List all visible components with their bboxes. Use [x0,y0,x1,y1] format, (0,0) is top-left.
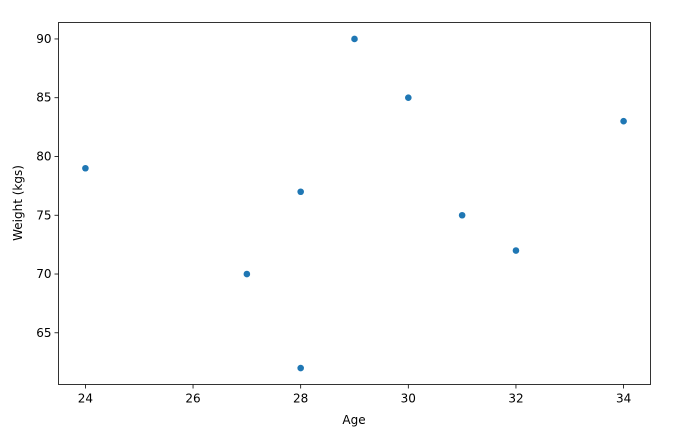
x-tick-label: 32 [508,392,523,406]
x-tick-label: 34 [616,392,631,406]
y-tick-label: 80 [36,149,51,163]
data-point [620,117,627,125]
y-tick-label: 70 [36,267,51,281]
x-tick-label: 24 [78,392,93,406]
y-axis: 65 70 75 80 85 90 [36,32,59,340]
x-axis-label: Age [342,413,365,427]
y-tick-label: 85 [36,91,51,105]
y-tick-label: 65 [36,326,51,340]
x-axis: 24 26 28 30 32 34 [78,384,631,406]
y-axis-label: Weight (kgs) [11,165,25,241]
plot-frame [58,22,651,385]
x-tick-label: 28 [293,392,308,406]
data-point [458,211,466,219]
data-point [297,188,304,196]
data-point [351,35,358,43]
x-tick-label: 30 [401,392,416,406]
y-tick-label: 75 [36,208,51,222]
data-point [82,164,89,172]
y-tick-label: 90 [36,32,51,46]
data-point [243,270,251,278]
data-point [297,364,304,372]
x-tick-label: 26 [185,392,200,406]
data-point [405,94,412,102]
points-layer [82,35,627,372]
data-point [512,247,520,254]
